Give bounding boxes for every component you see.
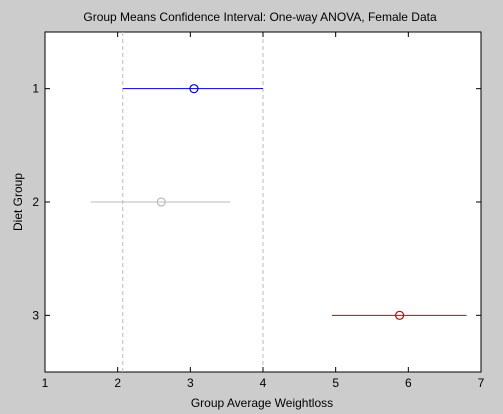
chart-title: Group Means Confidence Interval: One-way… bbox=[83, 10, 437, 24]
y-tick-label: 3 bbox=[32, 308, 39, 322]
x-tick-label: 1 bbox=[42, 376, 49, 390]
group-mean-marker bbox=[189, 84, 199, 94]
x-tick-label: 3 bbox=[187, 376, 194, 390]
y-tick-label: 2 bbox=[32, 195, 39, 209]
x-axis-label: Group Average Weightloss bbox=[191, 396, 333, 410]
x-tick-label: 7 bbox=[478, 376, 485, 390]
group-mean-marker bbox=[156, 197, 166, 207]
x-tick-label: 5 bbox=[332, 376, 339, 390]
x-axis-ticks: 1 2 3 4 5 6 7 bbox=[42, 32, 485, 390]
y-axis-label: Diet Group bbox=[11, 173, 25, 231]
x-tick-label: 6 bbox=[405, 376, 412, 390]
y-tick-label: 1 bbox=[32, 82, 39, 96]
y-axis-ticks: 1 2 3 bbox=[32, 82, 481, 322]
x-tick-label: 4 bbox=[260, 376, 267, 390]
group-mean-marker bbox=[395, 310, 405, 320]
x-tick-label: 2 bbox=[114, 376, 121, 390]
intervals bbox=[90, 84, 467, 320]
